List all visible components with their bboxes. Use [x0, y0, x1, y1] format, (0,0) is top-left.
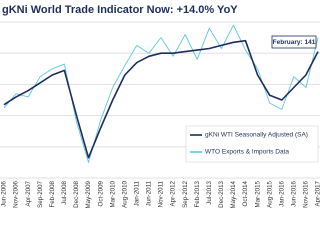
- x-tick-label: Jan-2011: [133, 180, 140, 206]
- chart: gKNi World Trade Indicator Now: +14.0% Y…: [0, 4, 320, 209]
- x-tick-label: Oct-2014: [242, 180, 249, 206]
- x-tick-label: Jun-2011: [146, 180, 153, 206]
- x-tick-label: Jan-2016: [278, 180, 285, 206]
- x-tick-label: Nov-2011: [158, 180, 165, 207]
- x-tick-label: Apr-2012: [170, 180, 177, 206]
- x-tick-label: Jun-2006: [1, 180, 8, 206]
- x-tick-label: Mar-2010: [109, 180, 116, 207]
- page: {"chart_data": {"type": "line", "title":…: [0, 3, 320, 209]
- legend-label: gKNi WTI Seasonally Adjusted (SA): [205, 132, 308, 139]
- x-tick-label: Jun-2016: [290, 180, 297, 206]
- x-tick-label: Nov-2006: [13, 180, 20, 207]
- legend-label: WTO Exports & Imports Data: [205, 149, 289, 156]
- x-tick-label: Feb-2013: [194, 180, 201, 207]
- x-tick-label: Jul-2008: [61, 180, 68, 204]
- x-tick-label: Jul-2013: [206, 180, 213, 204]
- chart-title: gKNi World Trade Indicator Now: +14.0% Y…: [2, 4, 238, 16]
- x-tick-label: Apr-2017: [315, 180, 320, 206]
- x-tick-label: Dec-2008: [73, 180, 80, 207]
- x-tick-label: Sep-2007: [37, 180, 44, 207]
- x-tick-label: Aug-2010: [121, 180, 128, 207]
- x-tick-label: Mar-2015: [254, 180, 261, 207]
- legend-box: [185, 125, 319, 163]
- x-tick-label: May-2014: [230, 180, 237, 208]
- x-tick-label: May-2009: [85, 180, 92, 208]
- x-tick-label: Oct-2009: [97, 180, 104, 206]
- series-line: [3, 24, 319, 163]
- x-tick-label: Sep-2012: [182, 180, 189, 207]
- x-tick-label: Dec-2013: [218, 180, 225, 207]
- x-tick-label: Feb-2008: [49, 180, 56, 207]
- series-line: [3, 39, 319, 159]
- x-tick-label: Aug-2015: [266, 180, 273, 207]
- x-tick-label: Apr-2007: [25, 180, 32, 206]
- annotation: February: 141: [273, 39, 316, 46]
- x-tick-label: Nov-2016: [303, 180, 310, 207]
- annotation-box: [271, 35, 317, 49]
